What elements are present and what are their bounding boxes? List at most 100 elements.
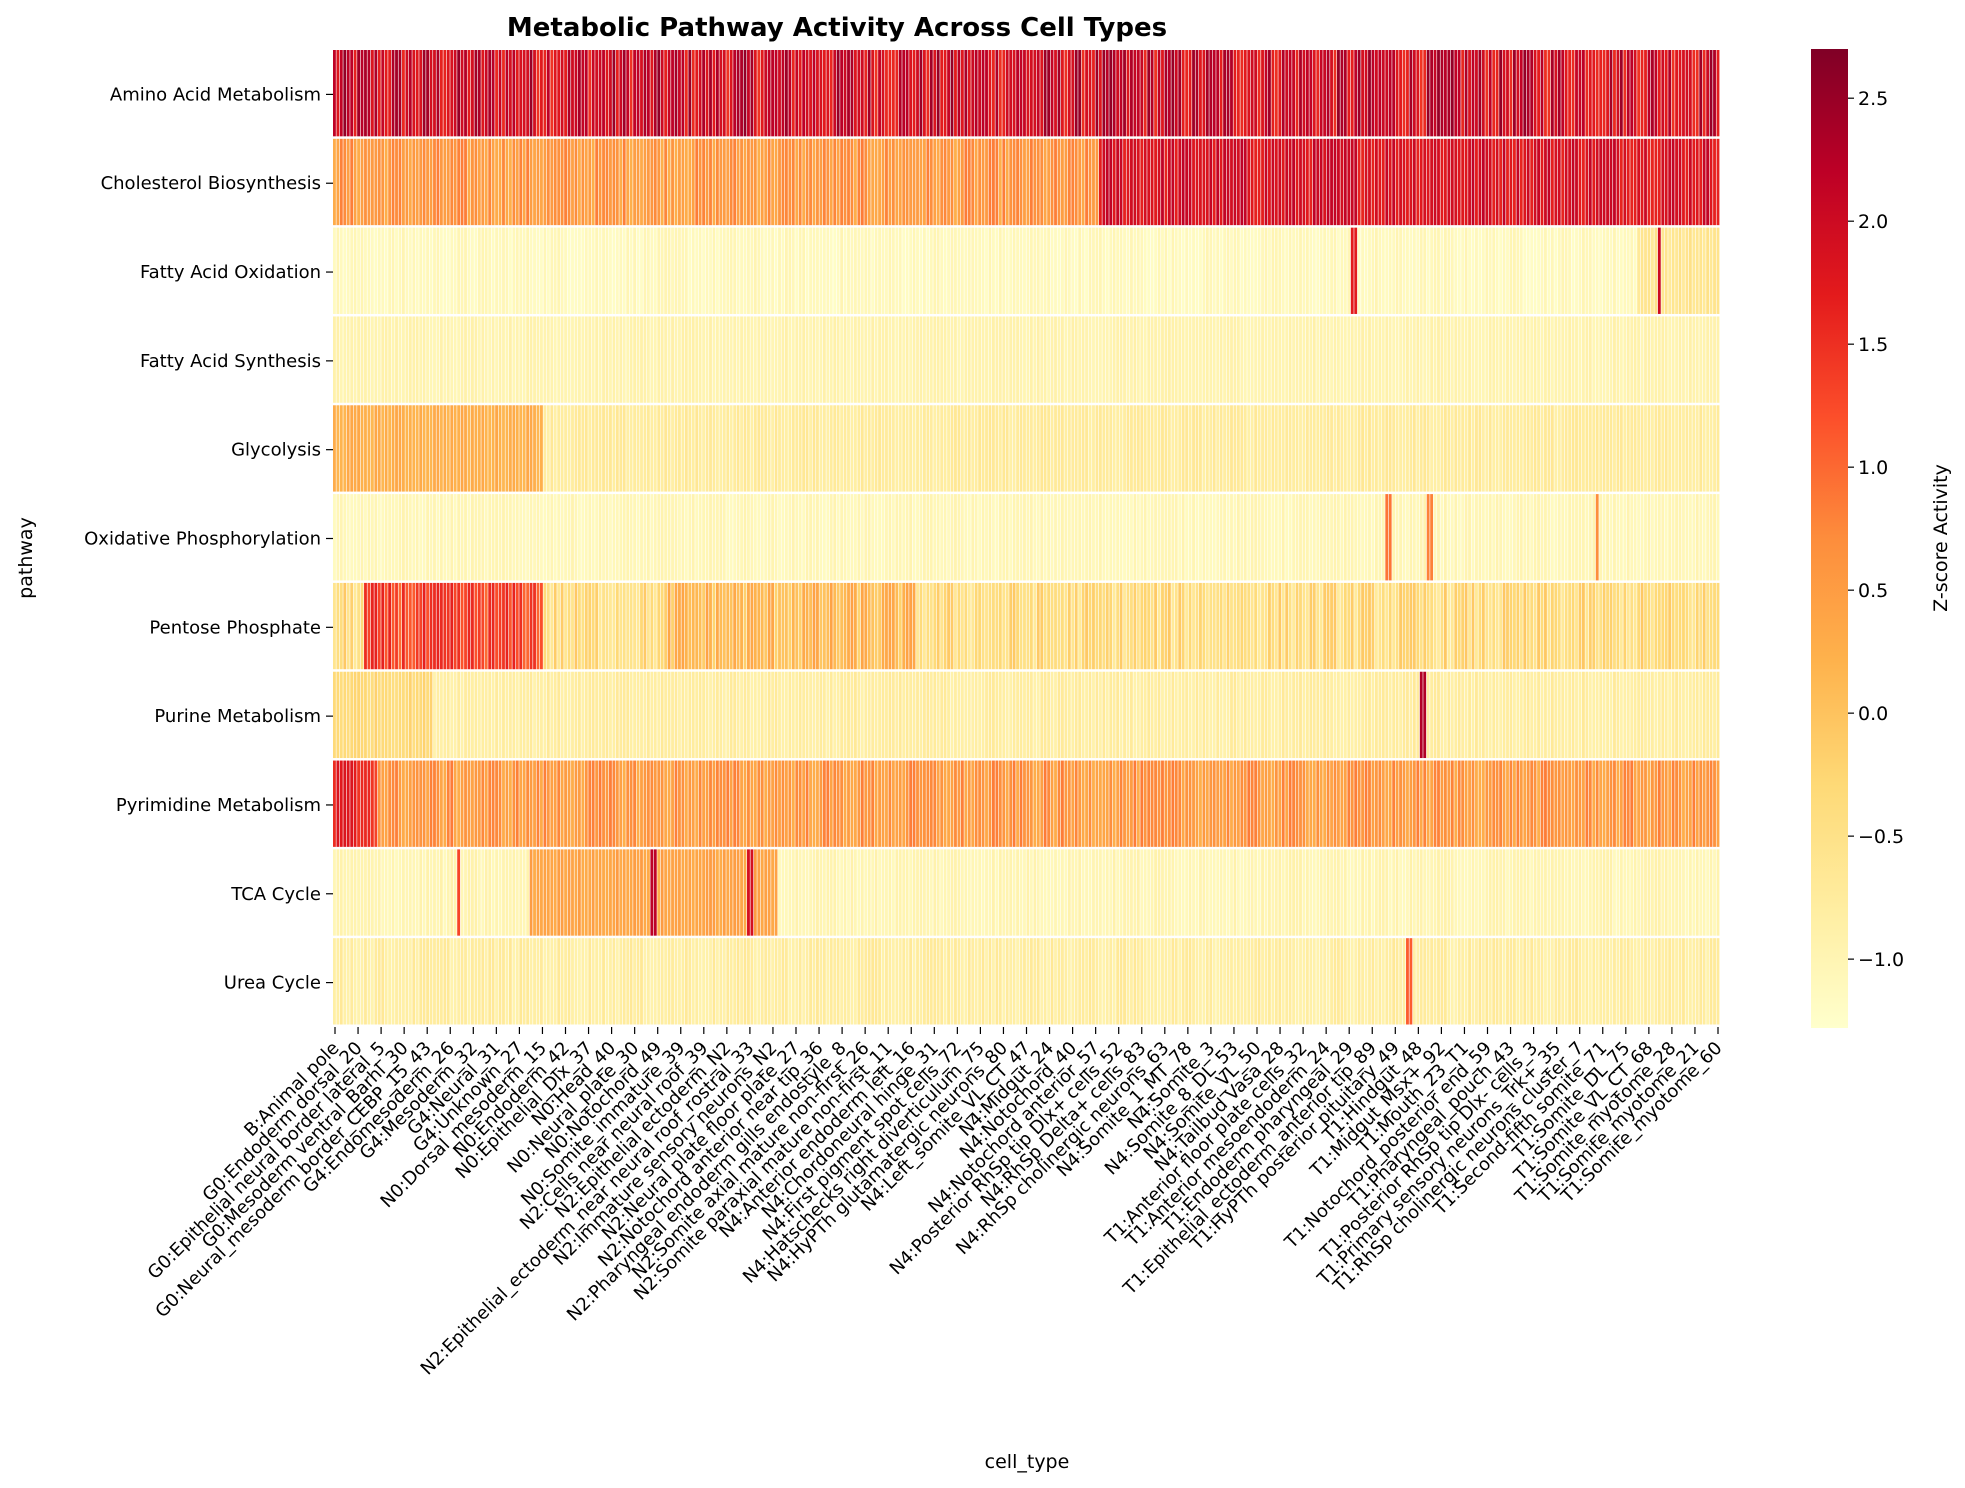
heatmap-cell: [764, 316, 768, 403]
heatmap-cell: [550, 50, 554, 137]
heatmap-cell: [450, 138, 454, 226]
heatmap-cell: [774, 671, 778, 759]
heatmap-cell: [1644, 316, 1647, 403]
heatmap-cell: [747, 849, 750, 936]
heatmap-cell: [612, 938, 616, 1025]
heatmap-cell: [1268, 227, 1271, 314]
heatmap-cell: [1243, 671, 1247, 759]
heatmap-cell: [1230, 227, 1233, 314]
heatmap-cell: [533, 760, 536, 847]
heatmap-cell: [929, 849, 933, 936]
heatmap-cell: [1199, 760, 1202, 847]
heatmap-cell: [1098, 938, 1102, 1025]
heatmap-cell: [529, 405, 533, 492]
heatmap-cell: [712, 760, 716, 847]
heatmap-cell: [1281, 849, 1285, 936]
heatmap-cell: [467, 227, 471, 314]
heatmap-cell: [874, 849, 878, 936]
heatmap-cell: [1323, 405, 1327, 492]
heatmap-cell: [936, 316, 940, 403]
heatmap-cell: [922, 227, 926, 314]
heatmap-cell: [1240, 50, 1244, 137]
heatmap-cell: [826, 50, 830, 137]
heatmap-cell: [684, 138, 688, 226]
heatmap-cell: [598, 405, 602, 492]
heatmap-cell: [1264, 849, 1268, 936]
heatmap-cell: [564, 582, 568, 670]
heatmap-cell: [1268, 582, 1271, 670]
heatmap-cell: [1105, 316, 1109, 403]
heatmap-cell: [557, 849, 561, 936]
heatmap-cell: [453, 494, 457, 581]
heatmap-cell: [1682, 405, 1685, 492]
heatmap-cell: [1002, 582, 1006, 670]
heatmap-cell: [377, 938, 381, 1025]
heatmap-cell: [1378, 227, 1382, 314]
heatmap-cell: [1544, 138, 1547, 226]
heatmap-cell: [377, 671, 381, 759]
heatmap-cell: [1040, 494, 1044, 581]
heatmap-cell: [1105, 227, 1109, 314]
heatmap-cell: [1285, 760, 1289, 847]
heatmap-cell: [688, 938, 692, 1025]
heatmap-cell: [602, 849, 605, 936]
heatmap-cell: [495, 405, 499, 492]
heatmap-cell: [1126, 138, 1130, 226]
heatmap-cell: [1568, 138, 1572, 226]
heatmap-cell: [1181, 227, 1185, 314]
heatmap-cell: [1664, 938, 1668, 1025]
heatmap-cell: [1647, 760, 1651, 847]
heatmap-cell: [1544, 50, 1547, 137]
heatmap-cell: [1268, 138, 1271, 226]
heatmap-cell: [933, 316, 937, 403]
heatmap-cell: [1678, 494, 1682, 581]
heatmap-cell: [1285, 138, 1289, 226]
heatmap-cell: [364, 671, 367, 759]
heatmap-cell: [1154, 405, 1158, 492]
heatmap-cell: [1616, 849, 1620, 936]
heatmap-cell: [1181, 138, 1185, 226]
heatmap-cell: [353, 671, 357, 759]
heatmap-cell: [1595, 938, 1599, 1025]
heatmap-cell: [1157, 138, 1161, 226]
heatmap-cell: [1281, 760, 1285, 847]
heatmap-cell: [370, 405, 374, 492]
heatmap-cell: [1675, 671, 1678, 759]
heatmap-cell: [626, 138, 630, 226]
heatmap-cell: [626, 760, 630, 847]
heatmap-cell: [1109, 760, 1113, 847]
heatmap-cell: [1226, 138, 1230, 226]
heatmap-cell: [339, 582, 343, 670]
heatmap-cell: [719, 494, 723, 581]
heatmap-cell: [1502, 760, 1506, 847]
heatmap-cell: [833, 227, 837, 314]
heatmap-cell: [1036, 582, 1040, 670]
heatmap-cell: [377, 316, 381, 403]
heatmap-cell: [971, 50, 975, 137]
heatmap-cell: [822, 849, 826, 936]
heatmap-cell: [453, 227, 457, 314]
heatmap-cell: [1102, 50, 1106, 137]
heatmap-cell: [1447, 849, 1451, 936]
heatmap-cell: [1050, 50, 1054, 137]
heatmap-cell: [1523, 138, 1527, 226]
heatmap-cell: [885, 582, 888, 670]
heatmap-cell: [802, 938, 806, 1025]
heatmap-cell: [691, 849, 695, 936]
heatmap-cell: [1561, 494, 1565, 581]
heatmap-cell: [450, 760, 454, 847]
heatmap-cell: [850, 138, 854, 226]
heatmap-cell: [1554, 316, 1558, 403]
heatmap-cell: [888, 582, 892, 670]
heatmap-cell: [636, 849, 640, 936]
heatmap-cell: [960, 582, 964, 670]
heatmap-cell: [1043, 582, 1047, 670]
heatmap-cell: [874, 494, 878, 581]
heatmap-cell: [778, 138, 781, 226]
heatmap-cell: [502, 582, 505, 670]
heatmap-cell: [1236, 316, 1240, 403]
heatmap-cell: [943, 494, 947, 581]
heatmap-cell: [743, 227, 747, 314]
heatmap-cell: [1488, 671, 1492, 759]
heatmap-cell: [967, 938, 971, 1025]
